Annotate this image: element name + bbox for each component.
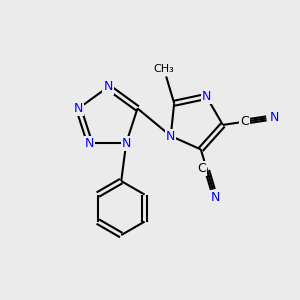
Text: N: N: [122, 136, 131, 150]
Text: N: N: [211, 191, 220, 204]
Text: C: C: [240, 115, 249, 128]
Text: N: N: [74, 102, 83, 115]
Text: C: C: [197, 162, 206, 175]
Text: N: N: [202, 90, 211, 103]
Text: N: N: [270, 111, 279, 124]
Text: CH₃: CH₃: [154, 64, 174, 74]
Text: N: N: [166, 130, 176, 142]
Text: N: N: [85, 136, 94, 150]
Text: N: N: [103, 80, 113, 94]
